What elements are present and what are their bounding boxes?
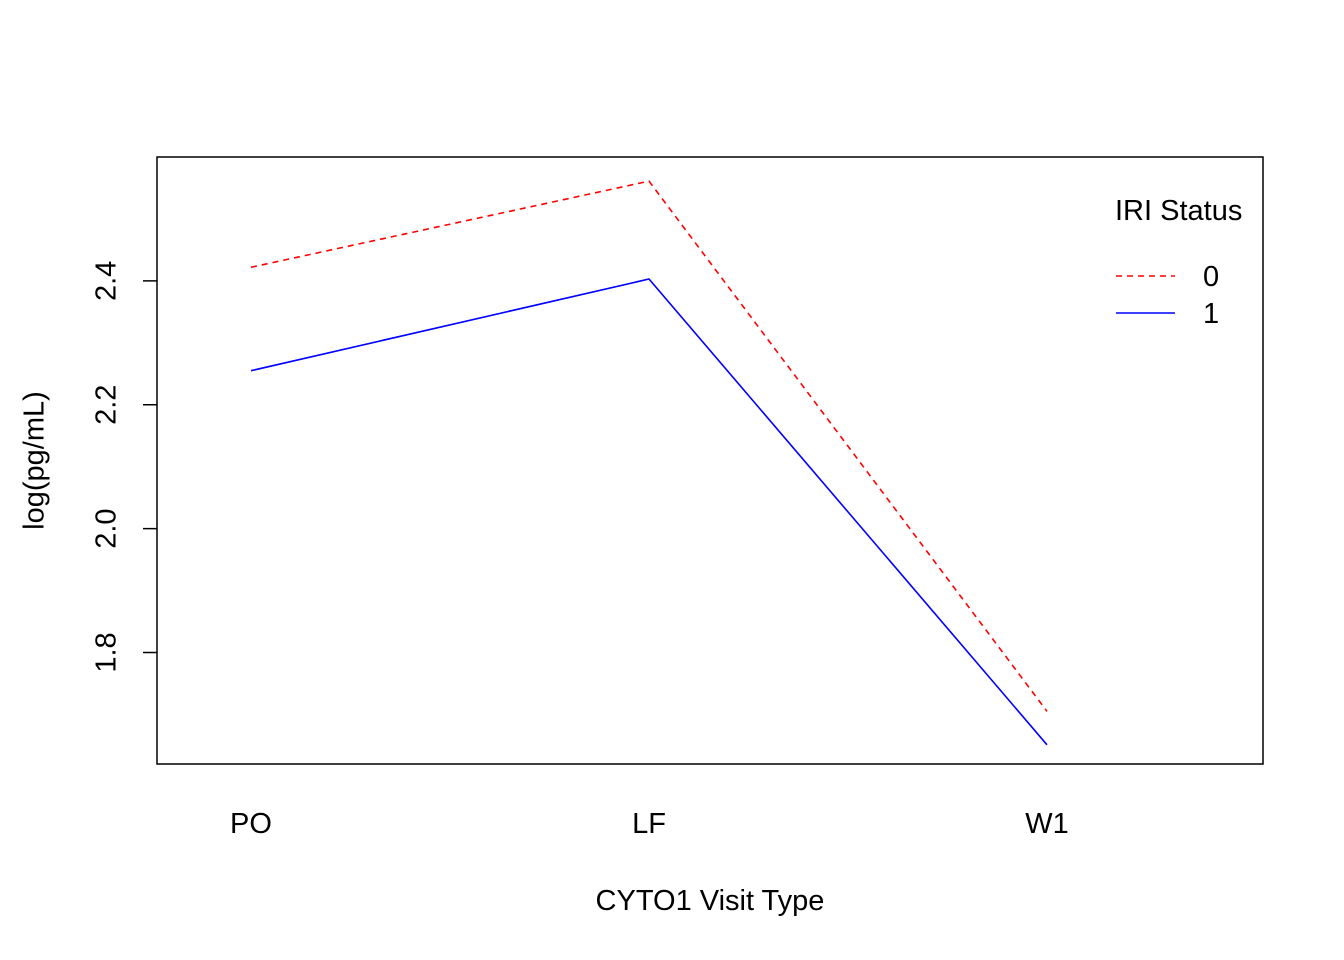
- y-axis-title: log(pg/mL): [19, 391, 51, 530]
- y-tick-label: 2.0: [91, 508, 123, 548]
- series-layer: [250, 180, 1048, 746]
- legend-label-1: 1: [1203, 298, 1219, 330]
- y-tick-label: 1.8: [91, 632, 123, 672]
- legend-title: IRI Status: [1115, 195, 1242, 227]
- series-line-0: [250, 180, 1048, 712]
- legend: IRI Status 0 1: [1115, 195, 1242, 330]
- legend-label-0: 0: [1203, 261, 1219, 293]
- y-tick-label: 2.4: [91, 261, 123, 301]
- x-tick-label: PO: [230, 808, 272, 840]
- y-tick-label: 2.2: [91, 385, 123, 425]
- x-axis-title: CYTO1 Visit Type: [596, 885, 825, 917]
- plot-frame: [156, 156, 1264, 765]
- x-axis: PO LF W1: [230, 808, 1069, 840]
- series-line-1: [250, 278, 1048, 746]
- x-tick-label: W1: [1025, 808, 1069, 840]
- x-tick-label: LF: [632, 808, 666, 840]
- y-axis: 1.8 2.0 2.2 2.4: [91, 261, 157, 673]
